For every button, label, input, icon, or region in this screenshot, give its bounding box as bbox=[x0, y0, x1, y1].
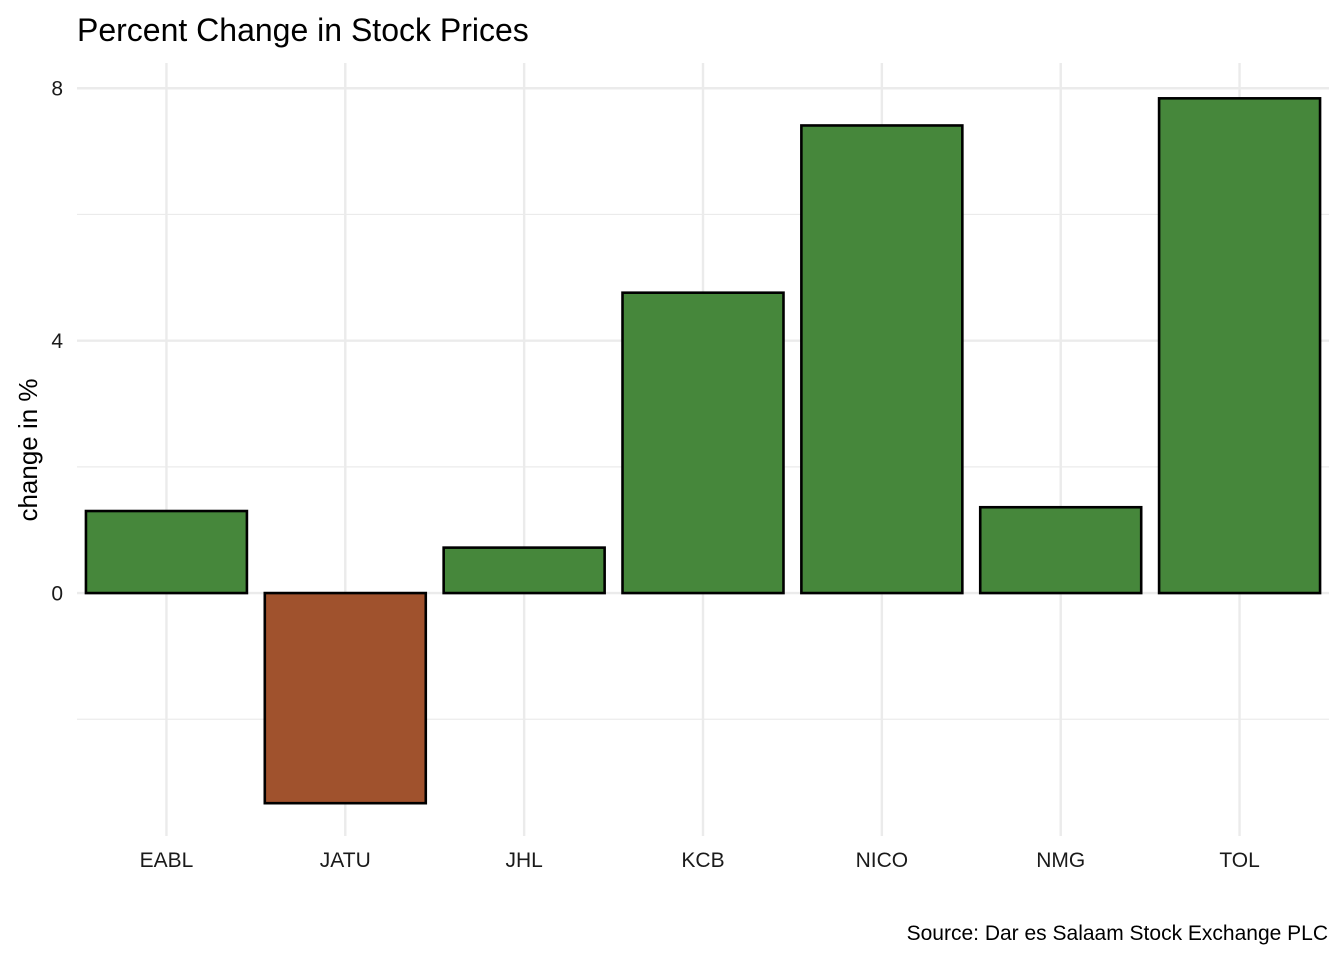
bar-nico bbox=[800, 124, 964, 595]
x-tick-label: JHL bbox=[505, 849, 542, 872]
bars bbox=[84, 97, 1322, 805]
x-tick-label: NICO bbox=[856, 849, 909, 872]
x-tick-label: NMG bbox=[1036, 849, 1085, 872]
y-tick-label: 8 bbox=[51, 78, 63, 101]
y-tick-label: 0 bbox=[51, 583, 63, 606]
bar-kcb bbox=[621, 291, 785, 595]
y-axis-ticks: 0 4 8 bbox=[51, 78, 63, 606]
x-tick-label: EABL bbox=[140, 849, 194, 872]
x-axis-ticks: EABL JATU JHL KCB NICO NMG TOL bbox=[140, 849, 1260, 872]
chart-caption: Source: Dar es Salaam Stock Exchange PLC bbox=[907, 922, 1328, 945]
y-axis-title: change in % bbox=[13, 378, 43, 521]
bar-nmg bbox=[978, 505, 1143, 595]
x-tick-label: JATU bbox=[320, 849, 371, 872]
bar-jatu bbox=[263, 591, 428, 805]
bar-tol bbox=[1157, 97, 1322, 595]
y-tick-label: 4 bbox=[51, 330, 63, 353]
bar-eabl bbox=[84, 509, 249, 595]
bar-jhl bbox=[442, 546, 606, 595]
x-tick-label: TOL bbox=[1219, 849, 1259, 872]
x-tick-label: KCB bbox=[681, 849, 724, 872]
chart-title: Percent Change in Stock Prices bbox=[77, 12, 529, 48]
